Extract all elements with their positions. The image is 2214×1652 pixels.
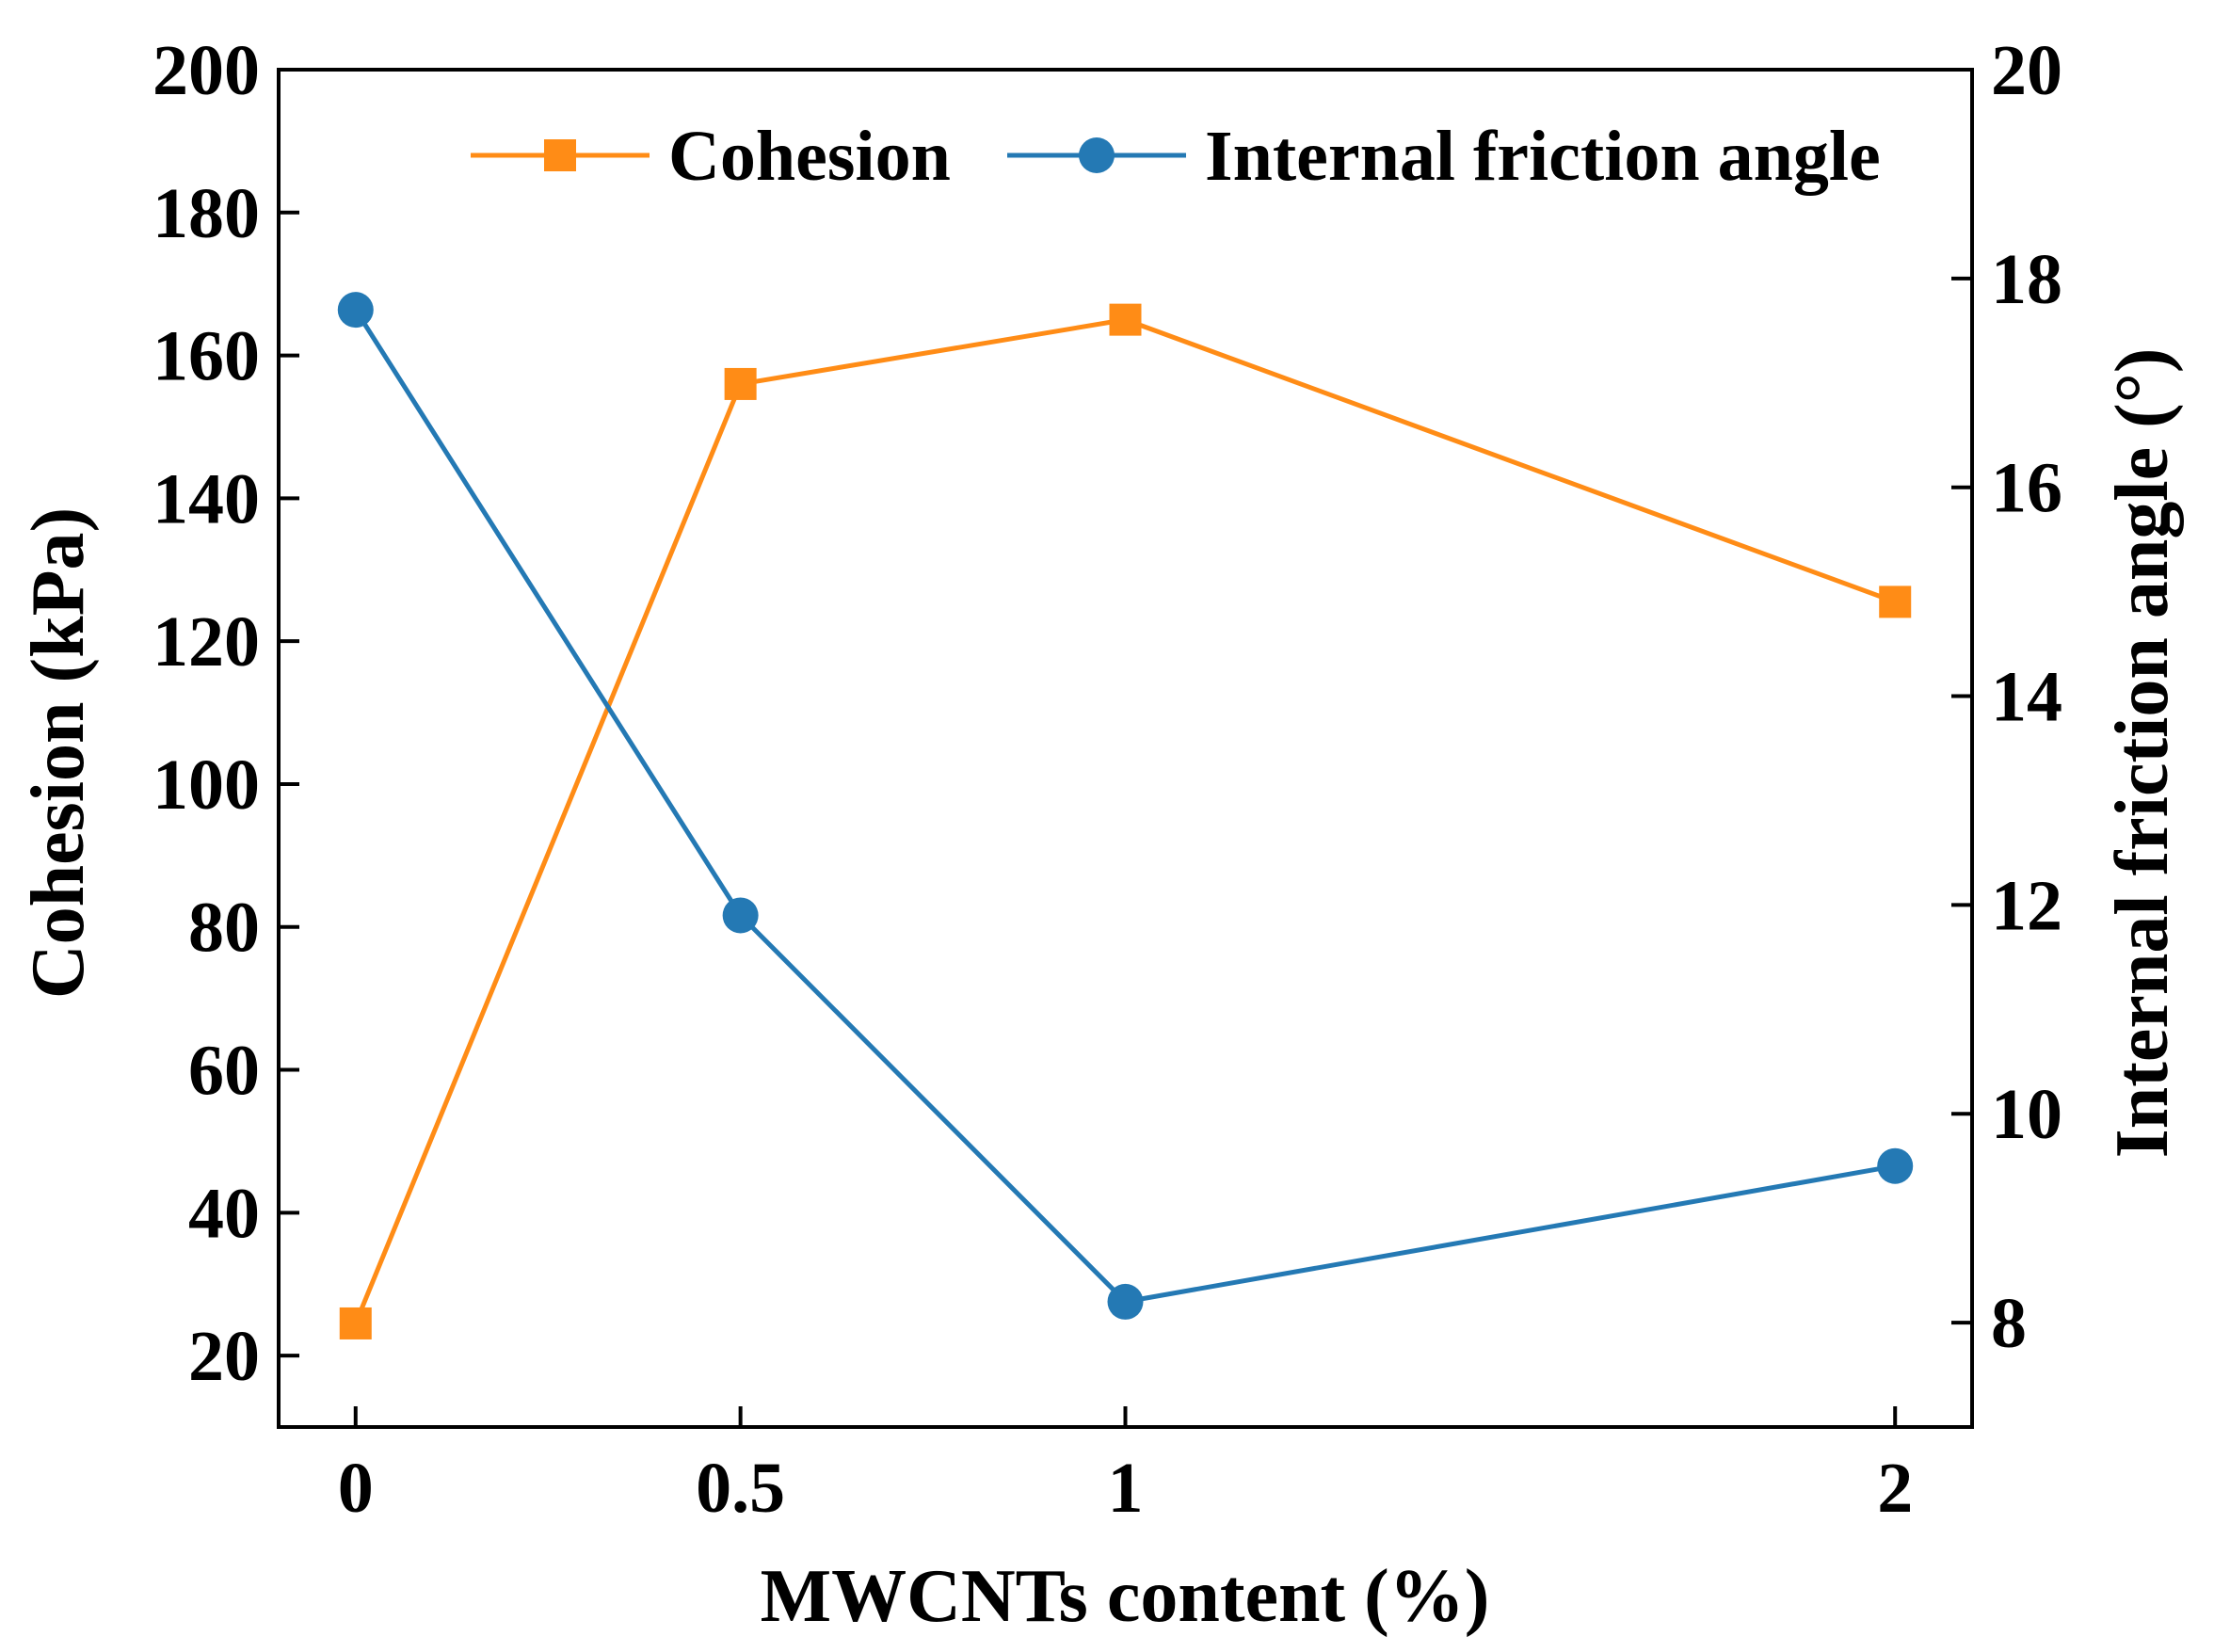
plot-frame <box>277 68 1974 1429</box>
y-axis-title-left: Cohesion (kPa) <box>17 507 100 999</box>
internal-friction-angle-point <box>1877 1147 1914 1184</box>
y-tick-label-left: 100 <box>152 746 260 825</box>
y-tick-label-left: 200 <box>152 31 260 110</box>
y-tick-label-right: 20 <box>1991 31 2062 110</box>
internal-friction-angle-line <box>353 308 1896 1305</box>
internal-friction-angle-point <box>722 897 759 934</box>
cohesion-point <box>339 1307 372 1339</box>
y-tick-label-left: 180 <box>152 174 260 253</box>
legend: Cohesion Internal friction angle <box>471 117 1881 196</box>
x-tick-label: 1 <box>1108 1449 1144 1528</box>
y-tick-label-right: 16 <box>1991 449 2062 528</box>
x-tick-label: 0.5 <box>696 1449 785 1528</box>
cohesion-point <box>1109 303 1142 336</box>
y-tick-label-left: 60 <box>188 1032 260 1111</box>
y-tick-label-left: 120 <box>152 602 260 682</box>
legend-cohesion-marker <box>544 139 576 171</box>
cohesion-point <box>1879 585 1912 618</box>
internal-friction-angle-point <box>1107 1283 1144 1320</box>
cohesion-line <box>353 317 1897 1324</box>
y-tick-label-left: 160 <box>152 317 260 396</box>
x-axis-title: MWCNTs content (%) <box>761 1555 1490 1638</box>
y-tick-label-left: 140 <box>152 459 260 538</box>
ticks: 0 0.5 1 22040608010012014016018020081012141… <box>152 31 2062 1528</box>
internal-friction-angle-point <box>337 292 374 329</box>
y-tick-label-left: 20 <box>188 1317 260 1396</box>
y-tick-label-right: 12 <box>1991 866 2062 945</box>
series-group <box>337 292 1914 1339</box>
cohesion-point <box>724 367 757 400</box>
y-tick-label-left: 80 <box>188 889 260 968</box>
x-tick-label: 2 <box>1877 1449 1913 1528</box>
x-tick-label: 0 <box>338 1449 374 1528</box>
y-tick-label-left: 40 <box>188 1174 260 1253</box>
legend-cohesion-label: Cohesion <box>668 117 951 196</box>
legend-internal-friction-angle-marker <box>1079 137 1115 173</box>
y-tick-label-right: 18 <box>1991 240 2062 319</box>
y-axis-title-right: Internal friction angle (°) <box>2101 348 2184 1159</box>
y-tick-label-right: 8 <box>1991 1284 2027 1363</box>
y-tick-label-right: 10 <box>1991 1075 2062 1154</box>
legend-internal-friction-angle-label: Internal friction angle <box>1205 117 1881 196</box>
y-tick-label-right: 14 <box>1991 658 2062 737</box>
